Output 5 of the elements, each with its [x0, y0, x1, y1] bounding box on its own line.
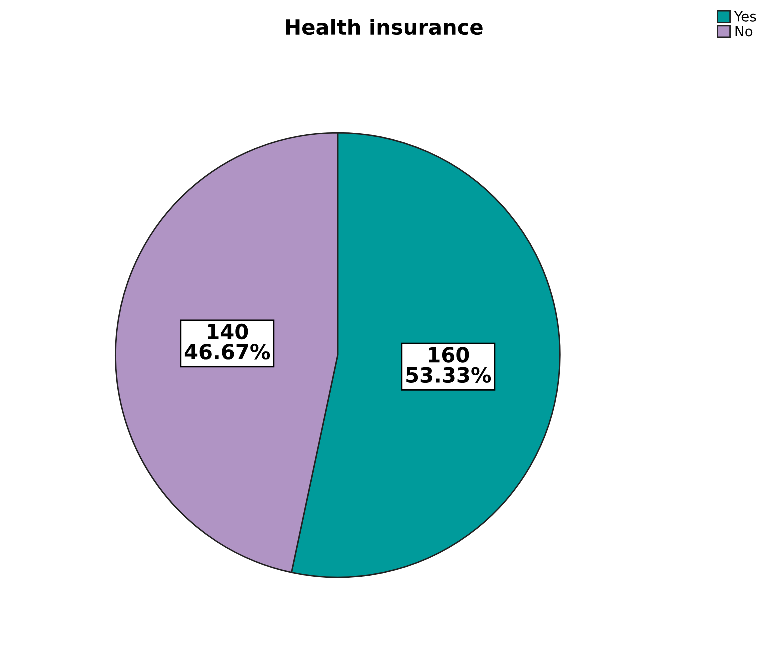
chart-title: Health insurance [286, 18, 483, 36]
legend-label: No [736, 26, 753, 37]
data-label: 140 46.67% [184, 324, 270, 360]
data-label: 160 53.33% [406, 347, 492, 384]
legend-label: Yes [734, 12, 756, 22]
